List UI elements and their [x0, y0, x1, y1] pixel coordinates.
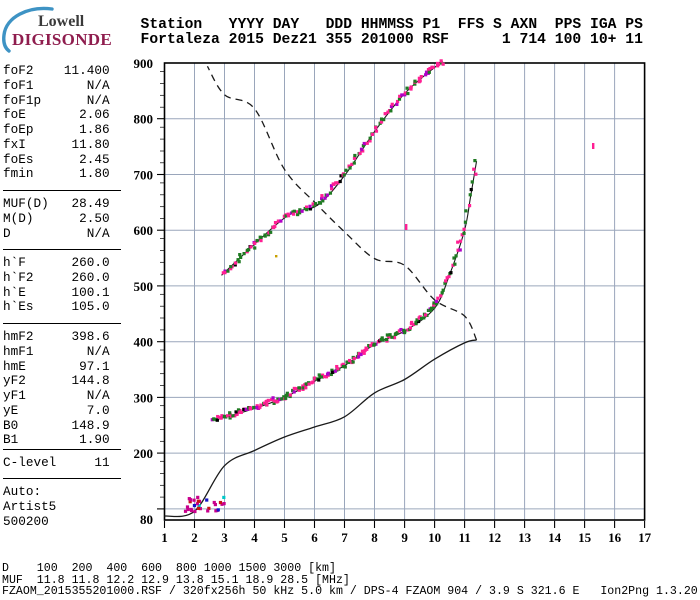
svg-text:2: 2: [191, 530, 198, 545]
svg-text:500: 500: [134, 279, 154, 294]
svg-text:1: 1: [161, 530, 168, 545]
svg-text:6: 6: [311, 530, 318, 545]
svg-text:9: 9: [401, 530, 408, 545]
svg-text:600: 600: [134, 223, 154, 238]
svg-text:800: 800: [134, 112, 154, 127]
svg-text:700: 700: [134, 168, 154, 183]
svg-text:200: 200: [134, 446, 154, 461]
svg-text:5: 5: [281, 530, 288, 545]
svg-text:300: 300: [134, 390, 154, 405]
svg-text:80: 80: [140, 512, 153, 527]
svg-text:13: 13: [518, 530, 532, 545]
svg-text:900: 900: [134, 56, 154, 71]
svg-text:16: 16: [608, 530, 622, 545]
svg-text:14: 14: [548, 530, 562, 545]
svg-text:10: 10: [428, 530, 441, 545]
svg-text:4: 4: [251, 530, 258, 545]
svg-text:400: 400: [134, 335, 154, 350]
svg-text:15: 15: [578, 530, 592, 545]
svg-text:8: 8: [371, 530, 378, 545]
svg-text:12: 12: [488, 530, 501, 545]
svg-text:17: 17: [638, 530, 652, 545]
svg-text:7: 7: [341, 530, 348, 545]
svg-text:11: 11: [458, 530, 470, 545]
svg-text:3: 3: [221, 530, 228, 545]
